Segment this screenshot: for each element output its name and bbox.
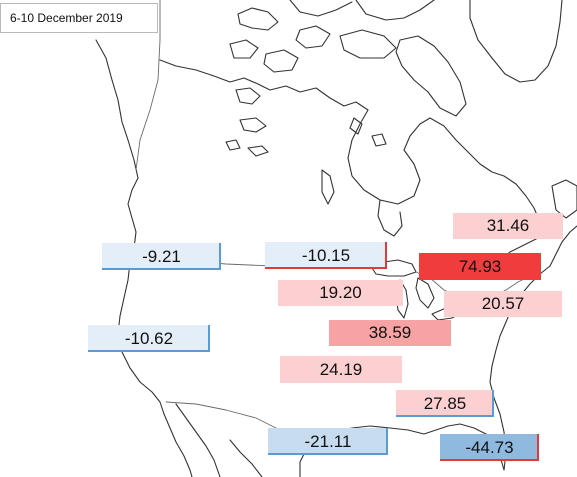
value-label-underline <box>440 459 539 461</box>
value-text: -44.73 <box>465 438 514 457</box>
james-bay <box>377 199 403 237</box>
arctic-coast <box>159 59 369 111</box>
value-label-underline <box>102 268 221 270</box>
value-label-underline <box>88 350 210 352</box>
value-text: 74.93 <box>458 257 502 276</box>
canada-small-lake-3 <box>371 133 387 147</box>
canada-small-lake-1 <box>225 139 241 151</box>
arctic-island-3 <box>355 0 435 21</box>
value-label-florida: -44.73 <box>440 434 539 461</box>
arctic-island-1 <box>237 7 279 31</box>
value-label-edge-tick <box>537 434 539 461</box>
value-text: 27.85 <box>423 394 467 413</box>
value-text: 31.46 <box>486 216 530 235</box>
value-label-edge-tick <box>219 243 221 270</box>
arctic-island-5 <box>339 29 397 59</box>
baja-california <box>163 413 193 477</box>
value-text: -10.15 <box>301 246 351 265</box>
value-label-great-lakes-east: 74.93 <box>419 253 541 280</box>
value-label-edge-tick <box>208 325 210 352</box>
arctic-island-2 <box>289 0 353 17</box>
value-text: 38.59 <box>368 323 412 342</box>
mexico-west-coast <box>229 439 263 477</box>
gulf-of-california <box>175 403 221 477</box>
value-label-edge-tick <box>385 242 387 269</box>
value-text: -9.21 <box>142 247 181 266</box>
greenland-outline <box>469 0 563 83</box>
value-label-edge-tick <box>386 428 388 455</box>
hudson-bay-shore <box>347 109 431 205</box>
value-label-mid-atlantic: 20.57 <box>444 291 562 317</box>
lake-athabasca <box>247 145 269 157</box>
arctic-island-4 <box>295 25 331 49</box>
alaska-yukon-coast <box>95 39 139 179</box>
arctic-island-6 <box>229 39 259 59</box>
newfoundland <box>551 179 577 219</box>
atlantic-coast <box>489 265 551 471</box>
value-label-southwest: -10.62 <box>88 325 210 352</box>
lake-huron <box>415 277 435 309</box>
value-label-underline <box>396 415 494 417</box>
value-text: 24.19 <box>319 360 363 379</box>
great-bear-lake <box>235 87 261 105</box>
map-title: 6-10 December 2019 <box>0 3 158 33</box>
value-label-pacific-northwest: -9.21 <box>102 243 221 270</box>
value-label-upper-midwest: 19.20 <box>278 280 403 306</box>
value-label-ohio-valley: 38.59 <box>329 320 451 346</box>
value-text: -21.11 <box>304 432 352 451</box>
value-text: 20.57 <box>481 294 525 313</box>
value-label-southeast: 27.85 <box>396 390 494 417</box>
arctic-island-7 <box>263 49 299 73</box>
lake-winnipeg <box>321 169 335 205</box>
value-label-new-england: 31.46 <box>453 213 563 239</box>
great-slave-lake <box>239 117 267 133</box>
value-label-underline <box>265 267 387 269</box>
alaska-canada-border <box>135 0 161 171</box>
new-england-coast <box>549 225 577 267</box>
value-label-edge-tick <box>492 390 494 417</box>
value-text: -10.62 <box>124 329 174 348</box>
canada-small-lake-2 <box>349 117 363 135</box>
value-text: 19.20 <box>319 283 362 302</box>
value-label-central-plains: 24.19 <box>280 356 402 383</box>
value-label-texas-gulf: -21.11 <box>268 428 388 455</box>
us-west-coast <box>117 261 165 415</box>
value-label-underline <box>268 453 388 455</box>
labrador-coast <box>429 117 547 235</box>
value-label-northern-plains: -10.15 <box>265 242 387 269</box>
baffin-island <box>395 35 467 117</box>
